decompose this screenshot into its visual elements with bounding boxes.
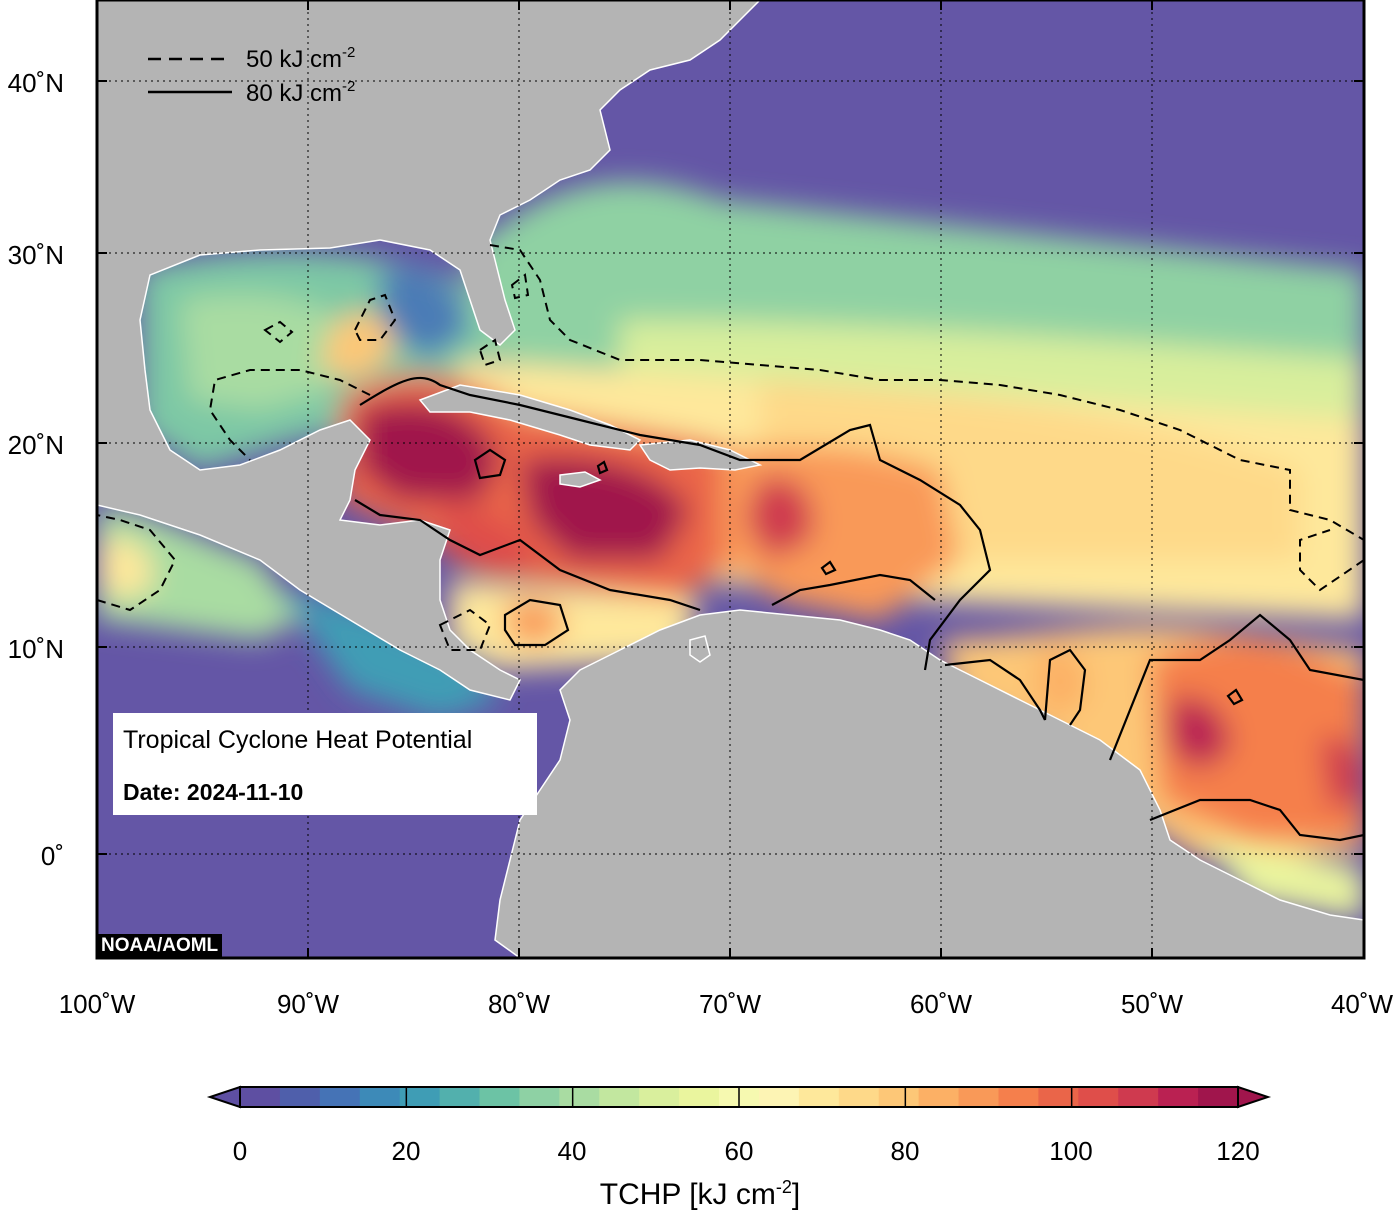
colorbar-swatch bbox=[1038, 1087, 1079, 1107]
contour-80 bbox=[354, 376, 1364, 842]
colorbar-swatch bbox=[838, 1087, 880, 1107]
colorbar-swatch bbox=[998, 1087, 1039, 1107]
lat-label: 20˚N bbox=[8, 430, 64, 460]
colorbar-swatch bbox=[758, 1087, 800, 1107]
colorbar-swatch bbox=[479, 1087, 520, 1107]
map-area bbox=[97, 0, 1364, 958]
lon-label: 60˚W bbox=[910, 989, 973, 1019]
colorbar-swatch bbox=[1198, 1087, 1239, 1107]
legend-50-label: 50 kJ cm-2 bbox=[246, 44, 355, 73]
colorbar-swatch bbox=[359, 1087, 401, 1107]
lat-label: 40˚N bbox=[8, 68, 64, 98]
date-label: Date: 2024-11-10 bbox=[123, 779, 304, 805]
colorbar-tick-label: 20 bbox=[392, 1136, 421, 1166]
colorbar-swatch bbox=[559, 1087, 600, 1107]
colorbar-low-arrow bbox=[206, 1085, 241, 1109]
colorbar-swatch bbox=[679, 1087, 720, 1107]
colorbar-swatch bbox=[798, 1087, 840, 1107]
contour-50 bbox=[97, 244, 1364, 651]
colorbar-swatch bbox=[519, 1087, 560, 1107]
lon-label: 40˚W bbox=[1331, 989, 1394, 1019]
colorbar-swatch bbox=[399, 1087, 441, 1107]
legend-80-label: 80 kJ cm-2 bbox=[246, 78, 355, 107]
lat-label: 0˚ bbox=[41, 841, 64, 871]
lat-label: 10˚N bbox=[8, 634, 64, 664]
colorbar-swatch bbox=[1078, 1087, 1119, 1107]
colorbar-swatch bbox=[279, 1087, 321, 1107]
colorbar-tick-label: 0 bbox=[233, 1136, 247, 1166]
colorbar-tick-label: 60 bbox=[725, 1136, 754, 1166]
lon-label: 100˚W bbox=[59, 989, 136, 1019]
contour-legend: 50 kJ cm-2 80 kJ cm-2 bbox=[148, 44, 355, 107]
tchp-field bbox=[97, 181, 1364, 920]
info-box: Tropical Cyclone Heat Potential Date: 20… bbox=[113, 713, 537, 815]
colorbar: 0 20 40 60 80 100 120 bbox=[206, 1085, 1272, 1166]
colorbar-tick-label: 120 bbox=[1216, 1136, 1259, 1166]
colorbar-swatch bbox=[599, 1087, 640, 1107]
colorbar-swatch bbox=[878, 1087, 920, 1107]
frame-ticks bbox=[97, 0, 1364, 958]
colorbar-tick-label: 100 bbox=[1049, 1136, 1092, 1166]
colorbar-tick-label: 80 bbox=[891, 1136, 920, 1166]
colorbar-tick-label: 40 bbox=[558, 1136, 587, 1166]
colorbar-swatch bbox=[319, 1087, 361, 1107]
land bbox=[97, 0, 1364, 958]
colorbar-swatch bbox=[918, 1087, 960, 1107]
lon-label: 80˚W bbox=[488, 989, 551, 1019]
colorbar-high-arrow bbox=[1237, 1085, 1272, 1109]
colorbar-swatch bbox=[639, 1087, 680, 1107]
colorbar-swatch bbox=[439, 1087, 481, 1107]
lon-label: 90˚W bbox=[277, 989, 340, 1019]
lon-label: 50˚W bbox=[1121, 989, 1184, 1019]
colorbar-swatch bbox=[958, 1087, 999, 1107]
credit-badge: NOAA/AOML bbox=[97, 934, 223, 958]
lon-label: 70˚W bbox=[699, 989, 762, 1019]
colorbar-swatch bbox=[240, 1087, 281, 1107]
lat-label: 30˚N bbox=[8, 240, 64, 270]
map-title: Tropical Cyclone Heat Potential bbox=[123, 726, 473, 754]
colorbar-swatch bbox=[1118, 1087, 1159, 1107]
colorbar-title: TCHP [kJ cm-2] bbox=[599, 1177, 801, 1211]
colorbar-swatch bbox=[1158, 1087, 1199, 1107]
